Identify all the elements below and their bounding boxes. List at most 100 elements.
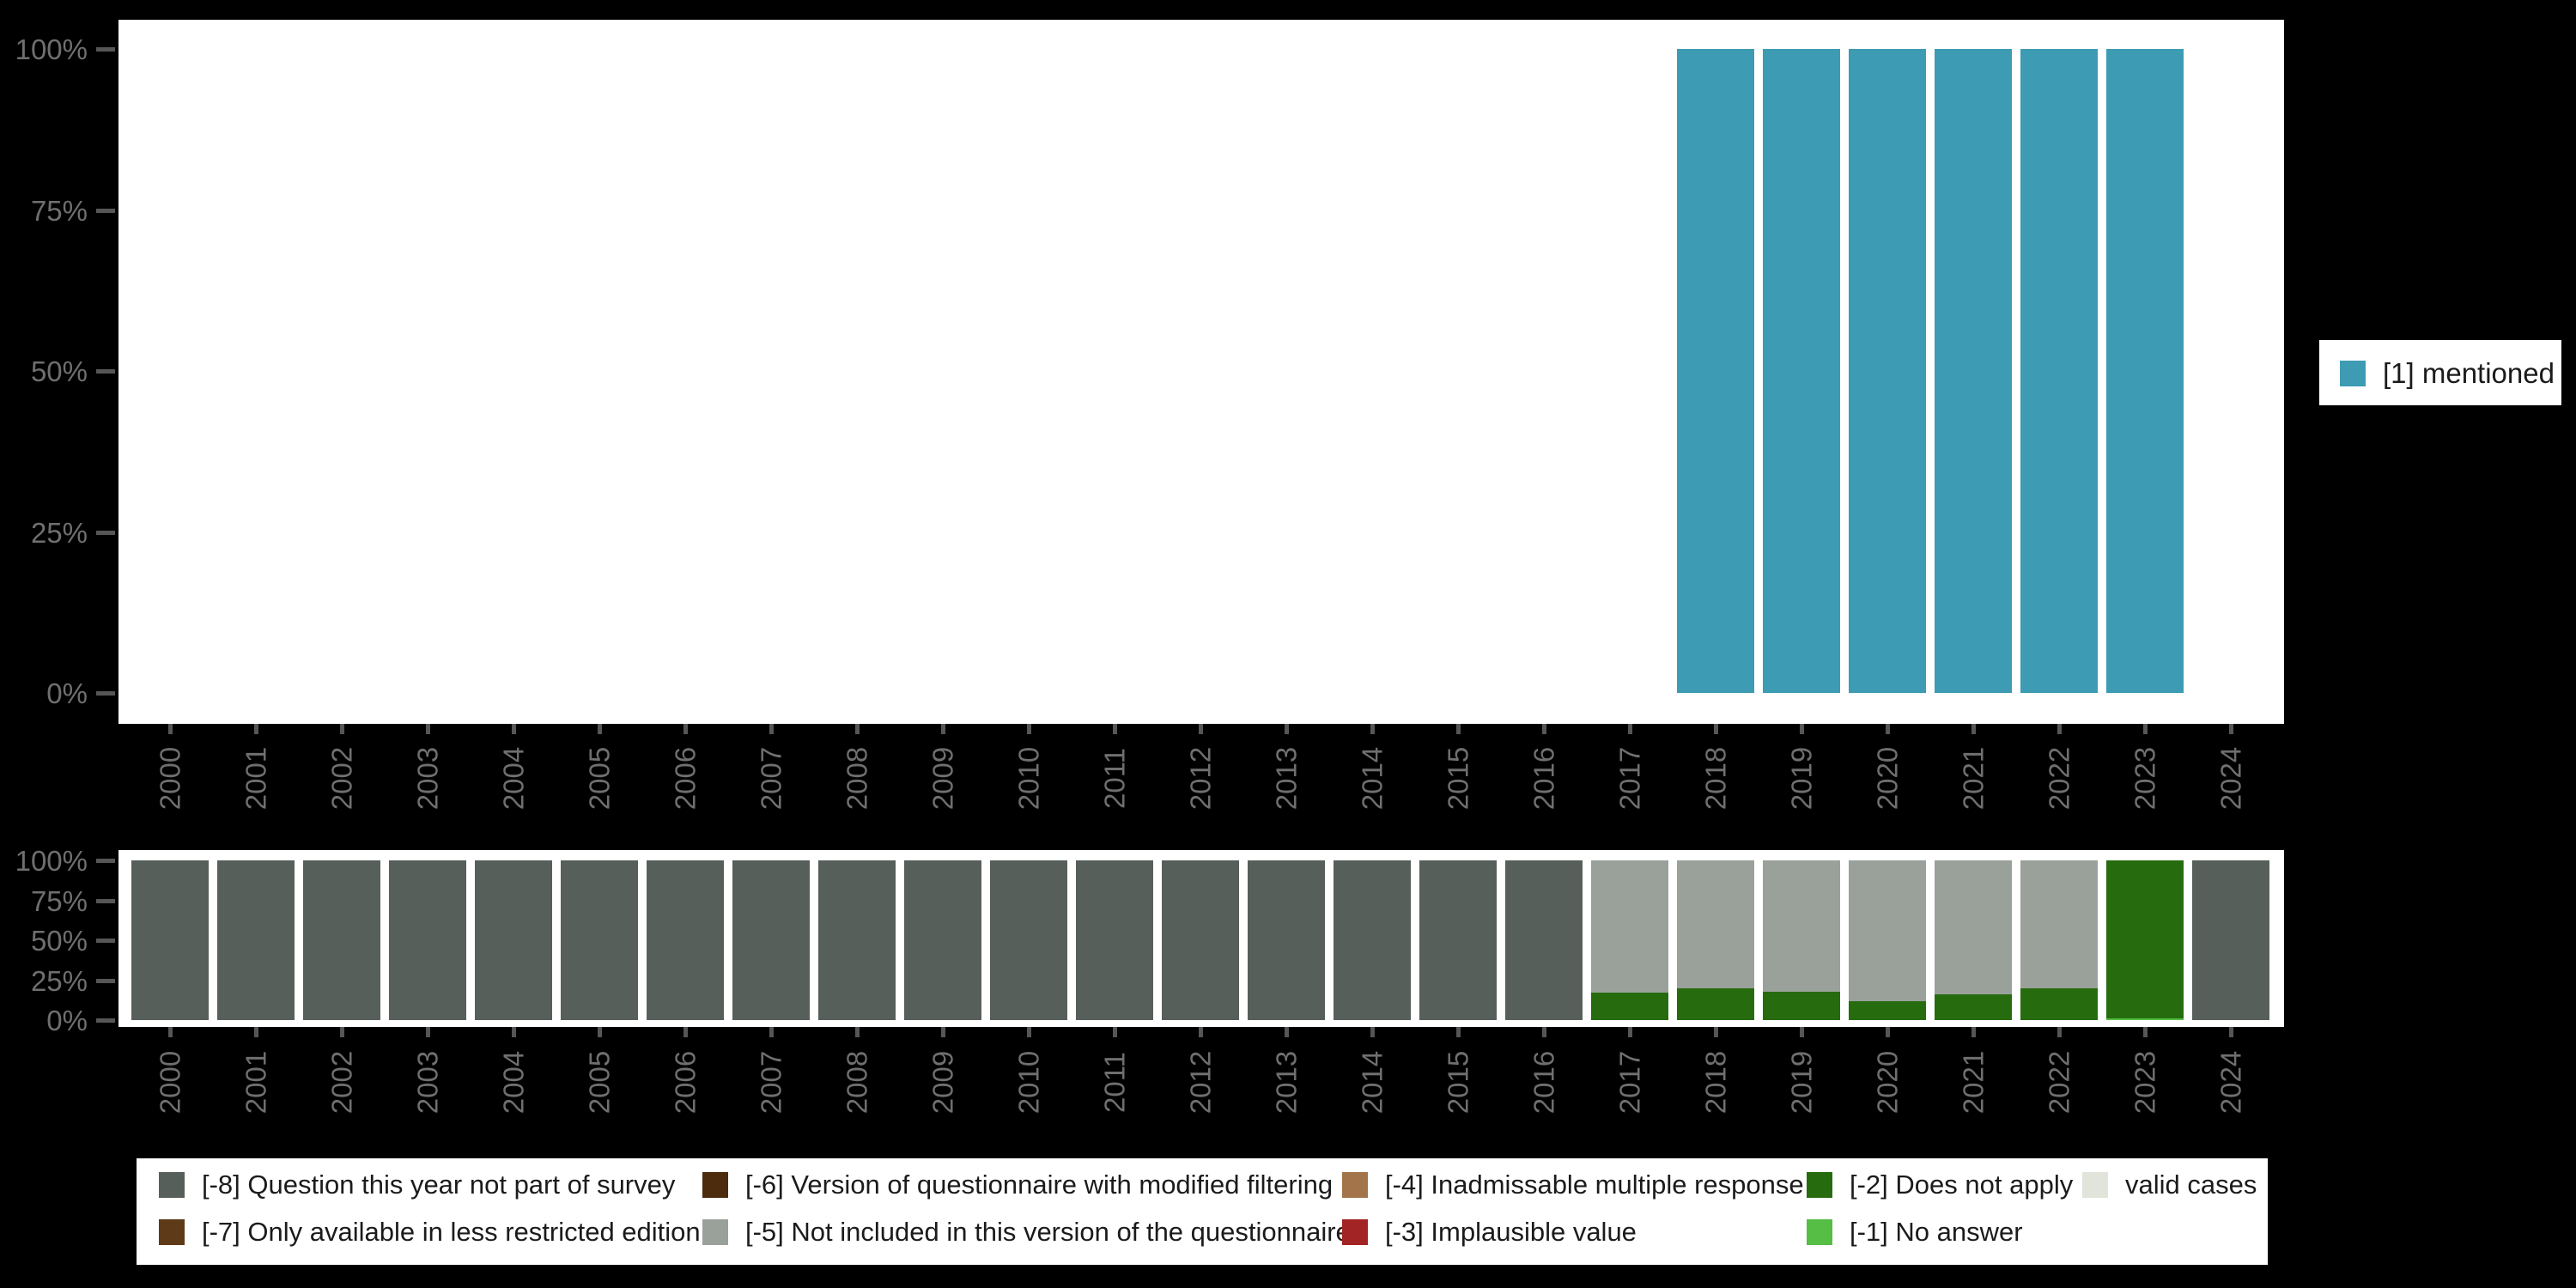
x-axis-label-2008: 2008: [841, 1050, 873, 1115]
bar-2021-val-5: [1935, 860, 2012, 995]
x-axis-tick: [1027, 1027, 1031, 1037]
y-axis-tick: [96, 530, 115, 535]
x-axis-tick: [426, 1027, 430, 1037]
x-axis-tick: [2057, 1027, 2062, 1037]
bar-2021-val-2: [1935, 994, 2012, 1020]
x-axis-tick: [1542, 1027, 1546, 1037]
y-axis-label: 25%: [30, 516, 88, 549]
x-axis-tick: [941, 724, 945, 734]
x-axis-tick: [2143, 724, 2148, 734]
x-axis-tick: [2057, 724, 2062, 734]
y-axis-label: 25%: [30, 964, 88, 997]
x-axis-tick: [683, 1027, 688, 1037]
bottom-legend-entry: [-5] Not included in this version of the…: [702, 1218, 1351, 1245]
x-axis-label-2014: 2014: [1356, 1050, 1388, 1115]
x-axis-tick: [1800, 1027, 1804, 1037]
bar-2024-val-8: [2192, 860, 2269, 1020]
x-axis-tick: [1456, 724, 1461, 734]
y-axis-label: 100%: [15, 845, 88, 877]
bar-2023-val1: [2106, 49, 2184, 693]
legend-swatch: [702, 1218, 728, 1245]
x-axis-tick: [683, 724, 688, 734]
x-axis-tick: [1456, 1027, 1461, 1037]
x-axis-label-2020: 2020: [1871, 1050, 1904, 1115]
legend-swatch: [1342, 1218, 1368, 1245]
bottom-legend-entry: [-8] Question this year not part of surv…: [159, 1171, 675, 1198]
x-axis-label-2016: 2016: [1528, 1050, 1560, 1115]
x-axis-label-2018: 2018: [1699, 1050, 1732, 1115]
x-axis-label-2000: 2000: [154, 1050, 186, 1115]
bottom-legend-entry: [-4] Inadmissable multiple response: [1342, 1171, 1804, 1198]
x-axis-label-2017: 2017: [1613, 1050, 1646, 1115]
x-axis-tick: [598, 724, 602, 734]
bar-2018-val-5: [1677, 860, 1754, 988]
bar-2013-val-8: [1248, 860, 1325, 1020]
bar-2022-val-2: [2020, 987, 2098, 1020]
legend-swatch: [702, 1171, 728, 1198]
bar-2020-val-5: [1849, 860, 1926, 1001]
x-axis-tick: [340, 724, 344, 734]
x-axis-tick: [2143, 1027, 2148, 1037]
bottom-legend-label: [-2] Does not apply: [1850, 1170, 2074, 1200]
bottom-legend-label: valid cases: [2125, 1170, 2257, 1200]
bottom-legend-label: [-1] No answer: [1850, 1217, 2023, 1247]
x-axis-tick: [1370, 724, 1375, 734]
bar-2009-val-8: [904, 860, 981, 1020]
bar-2006-val-8: [647, 860, 724, 1020]
x-axis-tick: [1285, 724, 1289, 734]
bar-2001-val-8: [217, 860, 295, 1020]
x-axis-label-2013: 2013: [1270, 1050, 1303, 1115]
bottom-legend-entry: [-6] Version of questionnaire with modif…: [702, 1171, 1333, 1198]
y-axis-tick: [96, 859, 115, 863]
x-axis-tick: [1542, 724, 1546, 734]
x-axis-tick: [1027, 724, 1031, 734]
x-axis-tick: [1971, 724, 1976, 734]
legend-swatch: [159, 1171, 185, 1198]
x-axis-label-2012: 2012: [1184, 1050, 1217, 1115]
x-axis-label-2002: 2002: [325, 1050, 358, 1115]
bar-2005-val-8: [561, 860, 638, 1020]
x-axis-label-2024: 2024: [2215, 1050, 2247, 1115]
x-axis-tick: [512, 724, 516, 734]
bottom-legend-label: [-8] Question this year not part of surv…: [202, 1170, 676, 1200]
bar-2020-val1: [1849, 49, 1926, 693]
x-axis-tick: [1886, 1027, 1890, 1037]
x-axis-tick: [512, 1027, 516, 1037]
y-axis-label: 75%: [30, 194, 88, 227]
bottom-legend: [-8] Question this year not part of surv…: [137, 1158, 2268, 1265]
bar-2022-val-5: [2020, 860, 2098, 988]
legend-swatch: [159, 1218, 185, 1245]
right-legend: [1] mentioned: [2319, 340, 2561, 405]
bar-2019-val-5: [1763, 860, 1840, 992]
y-axis-label: 50%: [30, 355, 88, 387]
legend-swatch: [1342, 1171, 1368, 1198]
bar-2011-val-8: [1076, 860, 1153, 1020]
x-axis-label-2003: 2003: [411, 1050, 444, 1115]
bar-2017-val-5: [1591, 860, 1668, 993]
x-axis-tick: [168, 1027, 173, 1037]
y-axis-tick: [96, 978, 115, 983]
x-axis-label-2019: 2019: [1785, 1050, 1818, 1115]
x-axis-tick: [1628, 724, 1632, 734]
right-legend-entry: [1] mentioned: [2340, 359, 2555, 387]
bottom-legend-label: [-6] Version of questionnaire with modif…: [745, 1170, 1334, 1200]
x-axis-tick: [855, 1027, 860, 1037]
bar-2008-val-8: [818, 860, 896, 1020]
bar-2020-val-2: [1849, 1000, 1926, 1020]
x-axis-tick: [1628, 1027, 1632, 1037]
x-axis-tick: [1199, 724, 1203, 734]
x-axis-tick: [1285, 1027, 1289, 1037]
bar-2023-val-1: [2106, 1018, 2184, 1020]
x-axis-tick: [1971, 1027, 1976, 1037]
bar-2012-val-8: [1162, 860, 1239, 1020]
x-axis-label-2006: 2006: [669, 1050, 702, 1115]
bar-2018-val-2: [1677, 987, 1754, 1020]
x-axis-label-2015: 2015: [1442, 1050, 1474, 1115]
bar-2016-val-8: [1505, 860, 1583, 1020]
bar-2000-val-8: [131, 860, 209, 1020]
legend-swatch: [2082, 1171, 2108, 1198]
x-axis-tick: [769, 1027, 774, 1037]
bar-2003-val-8: [389, 860, 466, 1020]
